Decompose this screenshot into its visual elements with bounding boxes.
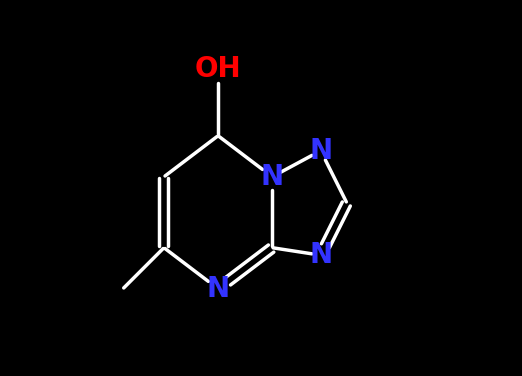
Text: N: N	[309, 241, 333, 269]
Text: N: N	[207, 275, 230, 303]
Text: N: N	[260, 163, 284, 191]
Text: N: N	[309, 137, 333, 165]
Text: OH: OH	[195, 55, 241, 83]
